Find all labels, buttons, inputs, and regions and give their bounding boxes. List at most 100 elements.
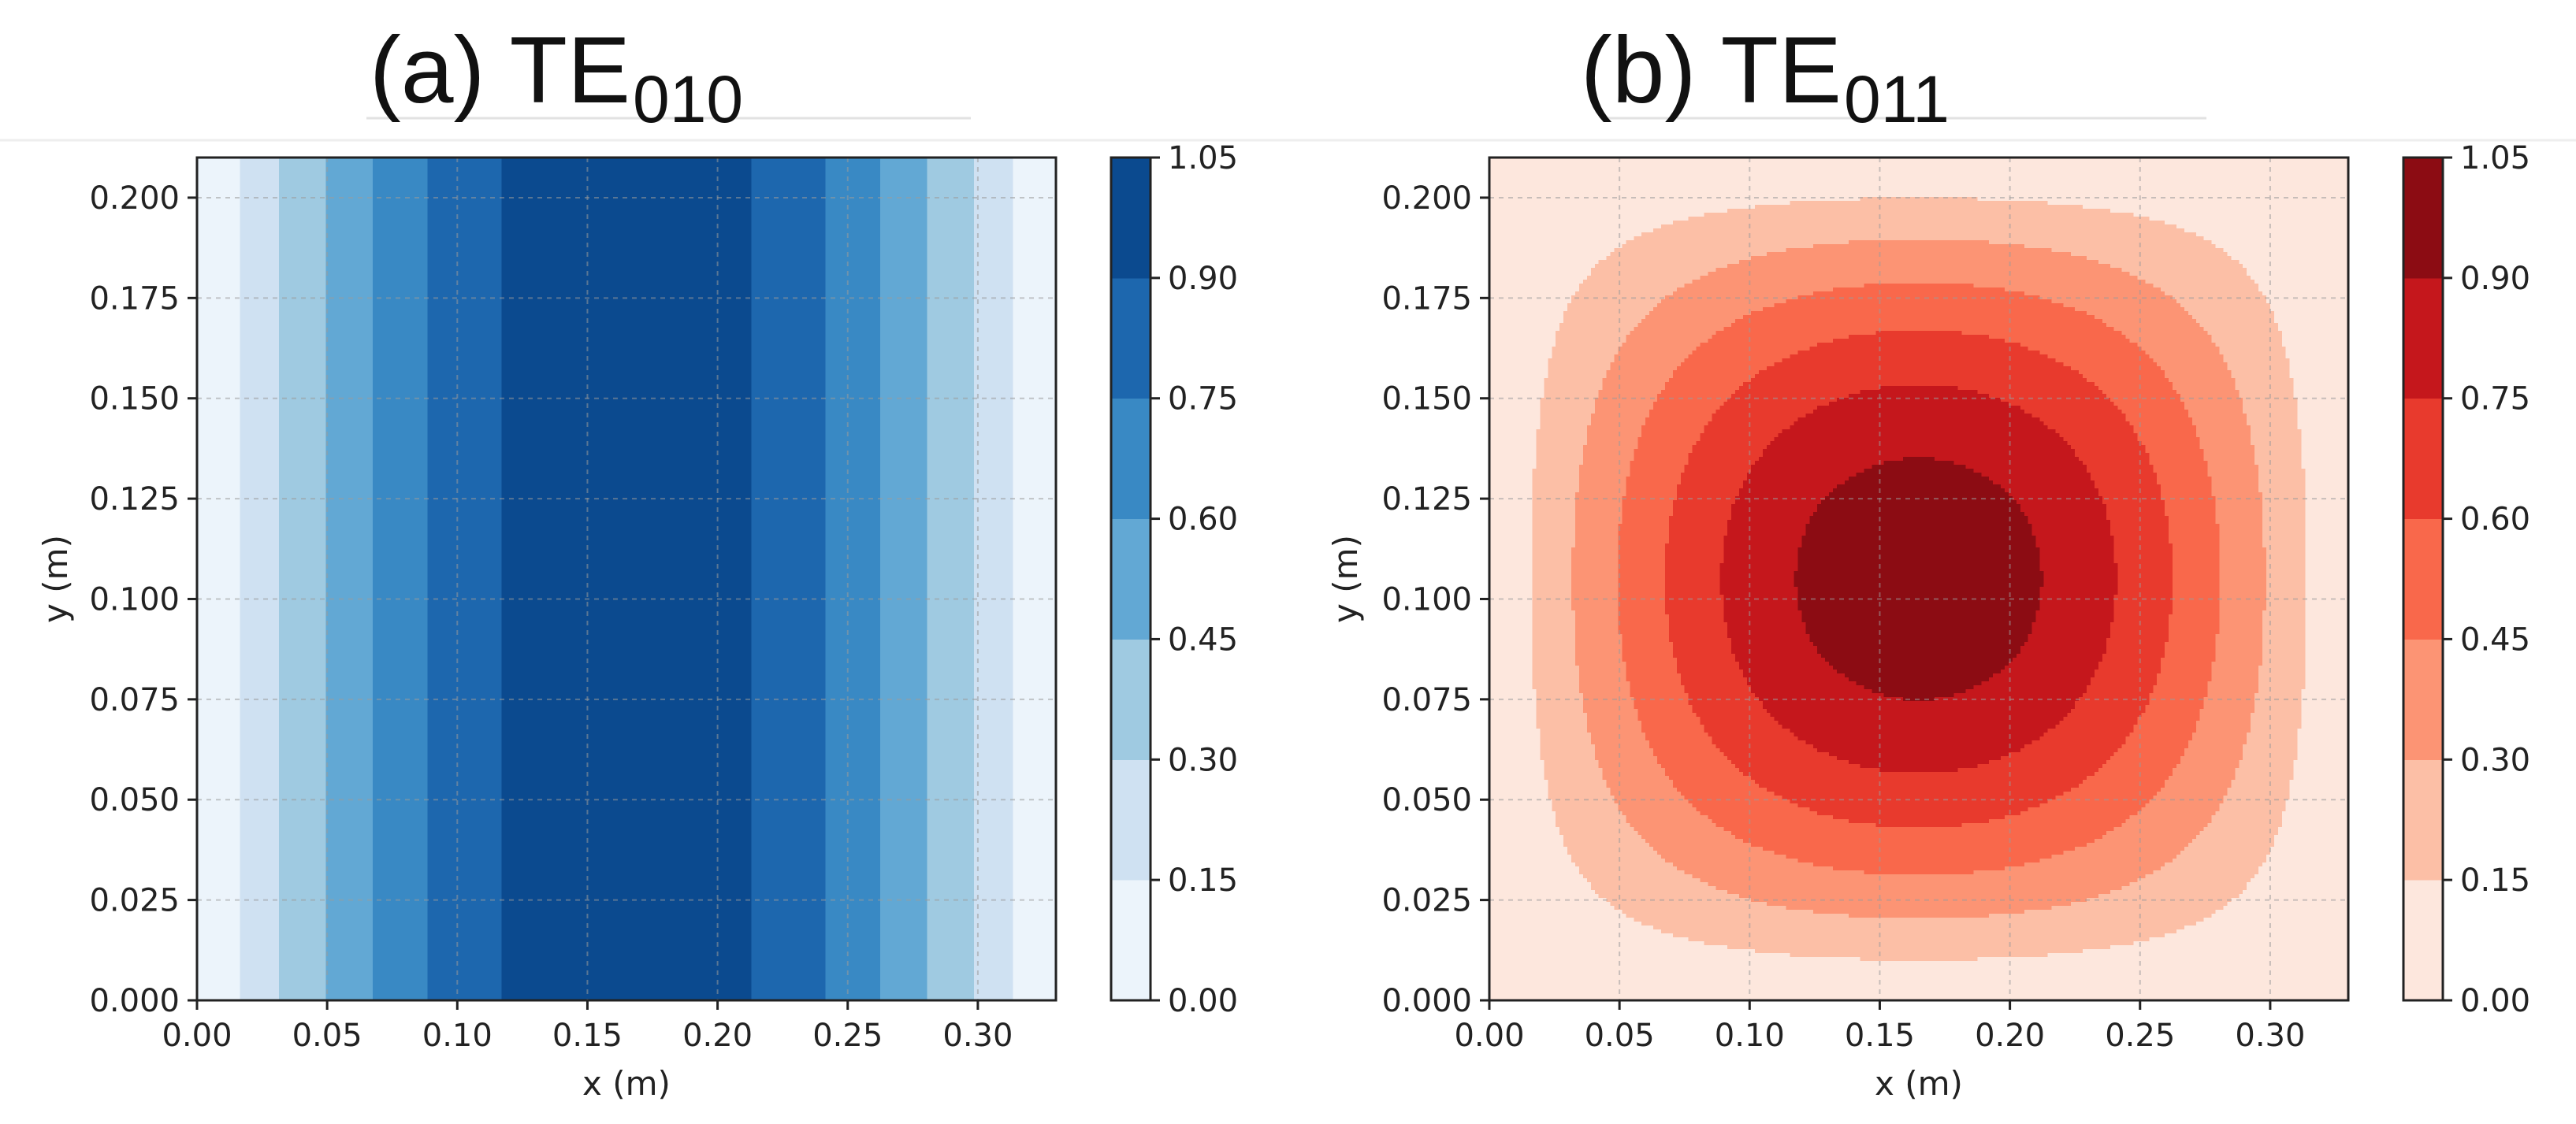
contour-cell [634, 158, 639, 1001]
contour-cell [1493, 634, 1498, 639]
contour-cell [1493, 335, 1498, 339]
contour-cell [1493, 922, 1498, 926]
contour-cell [1493, 713, 1498, 718]
colorbar-segment [1111, 519, 1150, 640]
contour-cell [1497, 803, 1502, 808]
contour-cell [1493, 390, 1498, 395]
contour-cell [1013, 158, 1018, 1001]
contour-cell [1501, 161, 1506, 166]
colorbar-tick-label: 0.60 [1168, 502, 1238, 538]
contour-cell [1497, 992, 1502, 997]
contour-cell [1493, 217, 1498, 221]
contour-cell [1501, 177, 1506, 182]
contour-cell [1493, 291, 1498, 296]
contour-cell [1497, 264, 1502, 269]
contour-cell [1497, 540, 1502, 544]
contour-cell [1493, 362, 1498, 367]
contour-cell [572, 158, 577, 1001]
contour-cell [1497, 370, 1502, 375]
contour-cell [517, 158, 522, 1001]
contour-cell [463, 158, 467, 1001]
contour-cell [1493, 681, 1498, 686]
contour-cell [1493, 382, 1498, 387]
contour-cell [1493, 744, 1498, 749]
contour-cell [1497, 819, 1502, 824]
y-axis-label-a: y (m) [36, 535, 75, 623]
x-ticks-a: 0.00 0.05 0.10 0.15 0.20 0.25 0.30 [162, 1000, 1013, 1054]
contour-cell [322, 158, 327, 1001]
contour-cell [1493, 792, 1498, 796]
contour-cell [1493, 776, 1498, 781]
panel-subscript-a: 010 [633, 62, 743, 136]
contour-cell [927, 158, 932, 1001]
contour-cell [1493, 945, 1498, 950]
contour-cell [310, 158, 315, 1001]
contour-cell [307, 158, 311, 1001]
contour-cell [333, 158, 338, 1001]
contour-cell [1497, 740, 1502, 745]
contour-cell [1497, 177, 1502, 182]
contour-cell [1497, 287, 1502, 292]
contour-cell [1497, 165, 1502, 170]
contour-cell [658, 158, 663, 1001]
contour-cell [1497, 280, 1502, 284]
contour-cell [1497, 756, 1502, 761]
contour-cell [1497, 693, 1502, 698]
contour-cell [1497, 614, 1502, 619]
contour-cell [217, 158, 221, 1001]
contour-cell [1493, 441, 1498, 446]
contour-cell [1497, 859, 1502, 863]
contour-cell [560, 158, 565, 1001]
contour-cell [1036, 158, 1041, 1001]
contour-cell [603, 158, 608, 1001]
x-tick-label: 0.25 [812, 1018, 883, 1054]
contour-cell [548, 158, 553, 1001]
contour-cell [1493, 618, 1498, 623]
contour-cell [599, 158, 604, 1001]
contour-cell [240, 158, 245, 1001]
contour-cell [1493, 874, 1498, 879]
contour-cell [1497, 248, 1502, 253]
contour-cell [946, 158, 951, 1001]
contour-cell [1497, 555, 1502, 560]
contour-cell [1493, 693, 1498, 698]
contour-cell [1497, 670, 1502, 674]
contour-cell [732, 158, 737, 1001]
contour-cell [1493, 760, 1498, 765]
contour-cell [1493, 992, 1498, 997]
contour-cell [1497, 181, 1502, 186]
contour-cell [1493, 433, 1498, 438]
contour-cell [1501, 165, 1506, 170]
contour-cell [1497, 831, 1502, 836]
contour-cell [1497, 914, 1502, 918]
contour-cell [1497, 681, 1502, 686]
contour-cell [419, 158, 424, 1001]
contour-cell [1493, 748, 1498, 753]
contour-cell [415, 158, 420, 1001]
contour-cell [1493, 551, 1498, 556]
y-tick-label: 0.050 [89, 782, 180, 818]
contour-cell [1497, 358, 1502, 363]
contour-cell [1493, 319, 1498, 324]
contour-cell [494, 158, 499, 1001]
contour-cell [1493, 358, 1498, 363]
contour-cell [704, 158, 709, 1001]
contour-cell [1493, 772, 1498, 777]
panel-title-a: (a) TE [370, 17, 630, 123]
contour-cell [1497, 654, 1502, 658]
contour-cell [1497, 299, 1502, 304]
contour-cell [842, 158, 846, 1001]
contour-cell [295, 158, 299, 1001]
contour-cell [892, 158, 897, 1001]
contour-cell [1497, 638, 1502, 643]
contour-cell [1493, 473, 1498, 477]
contour-cell [1497, 327, 1502, 332]
contour-cell [1497, 559, 1502, 564]
contour-cell [1493, 547, 1498, 552]
contour-cell [1497, 811, 1502, 816]
contour-cell [1493, 213, 1498, 217]
contour-cell [1493, 878, 1498, 883]
panel-b: (b) TE 011 0.00 0.05 0.10 0.15 0.20 0.25 0.30 … [1326, 17, 2530, 1103]
contour-cell [427, 158, 432, 1001]
contour-cell [205, 158, 210, 1001]
